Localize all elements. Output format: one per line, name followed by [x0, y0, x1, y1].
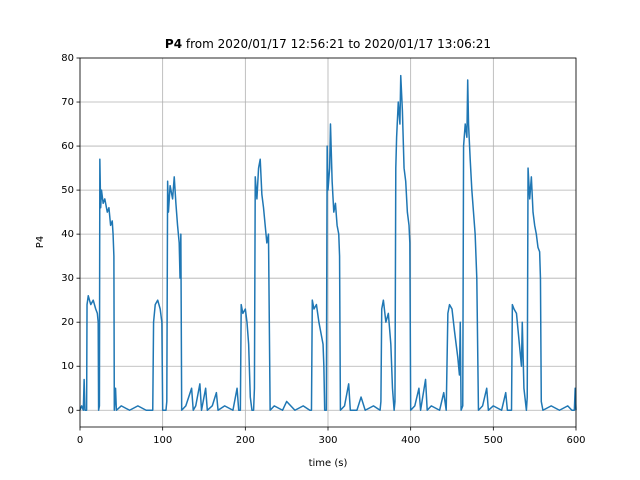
- x-tick-label: 100: [153, 435, 172, 446]
- x-tick-label: 500: [484, 435, 503, 446]
- y-tick-label: 30: [61, 273, 74, 284]
- x-tick-label: 0: [77, 435, 83, 446]
- y-tick-label: 80: [61, 53, 74, 64]
- chart-title: P4 from 2020/01/17 12:56:21 to 2020/01/1…: [165, 37, 491, 51]
- x-tick-label: 400: [401, 435, 420, 446]
- y-axis-label: P4: [35, 236, 46, 248]
- title-range: from 2020/01/17 12:56:21 to 2020/01/17 1…: [186, 37, 491, 51]
- y-tick-label: 10: [61, 361, 74, 372]
- x-tick-label: 300: [318, 435, 337, 446]
- title-variable: P4: [165, 37, 182, 51]
- data-line: [79, 74, 577, 412]
- y-tick-label: 20: [61, 317, 74, 328]
- y-tick-label: 40: [61, 229, 74, 240]
- x-tick-label: 600: [566, 435, 585, 446]
- y-tick-label: 60: [61, 141, 74, 152]
- y-tick-label: 0: [68, 405, 74, 416]
- plot-area: [79, 74, 577, 412]
- x-axis-label: time (s): [309, 458, 348, 469]
- y-tick-label: 50: [61, 185, 74, 196]
- x-tick-label: 200: [236, 435, 255, 446]
- y-tick-label: 70: [61, 97, 74, 108]
